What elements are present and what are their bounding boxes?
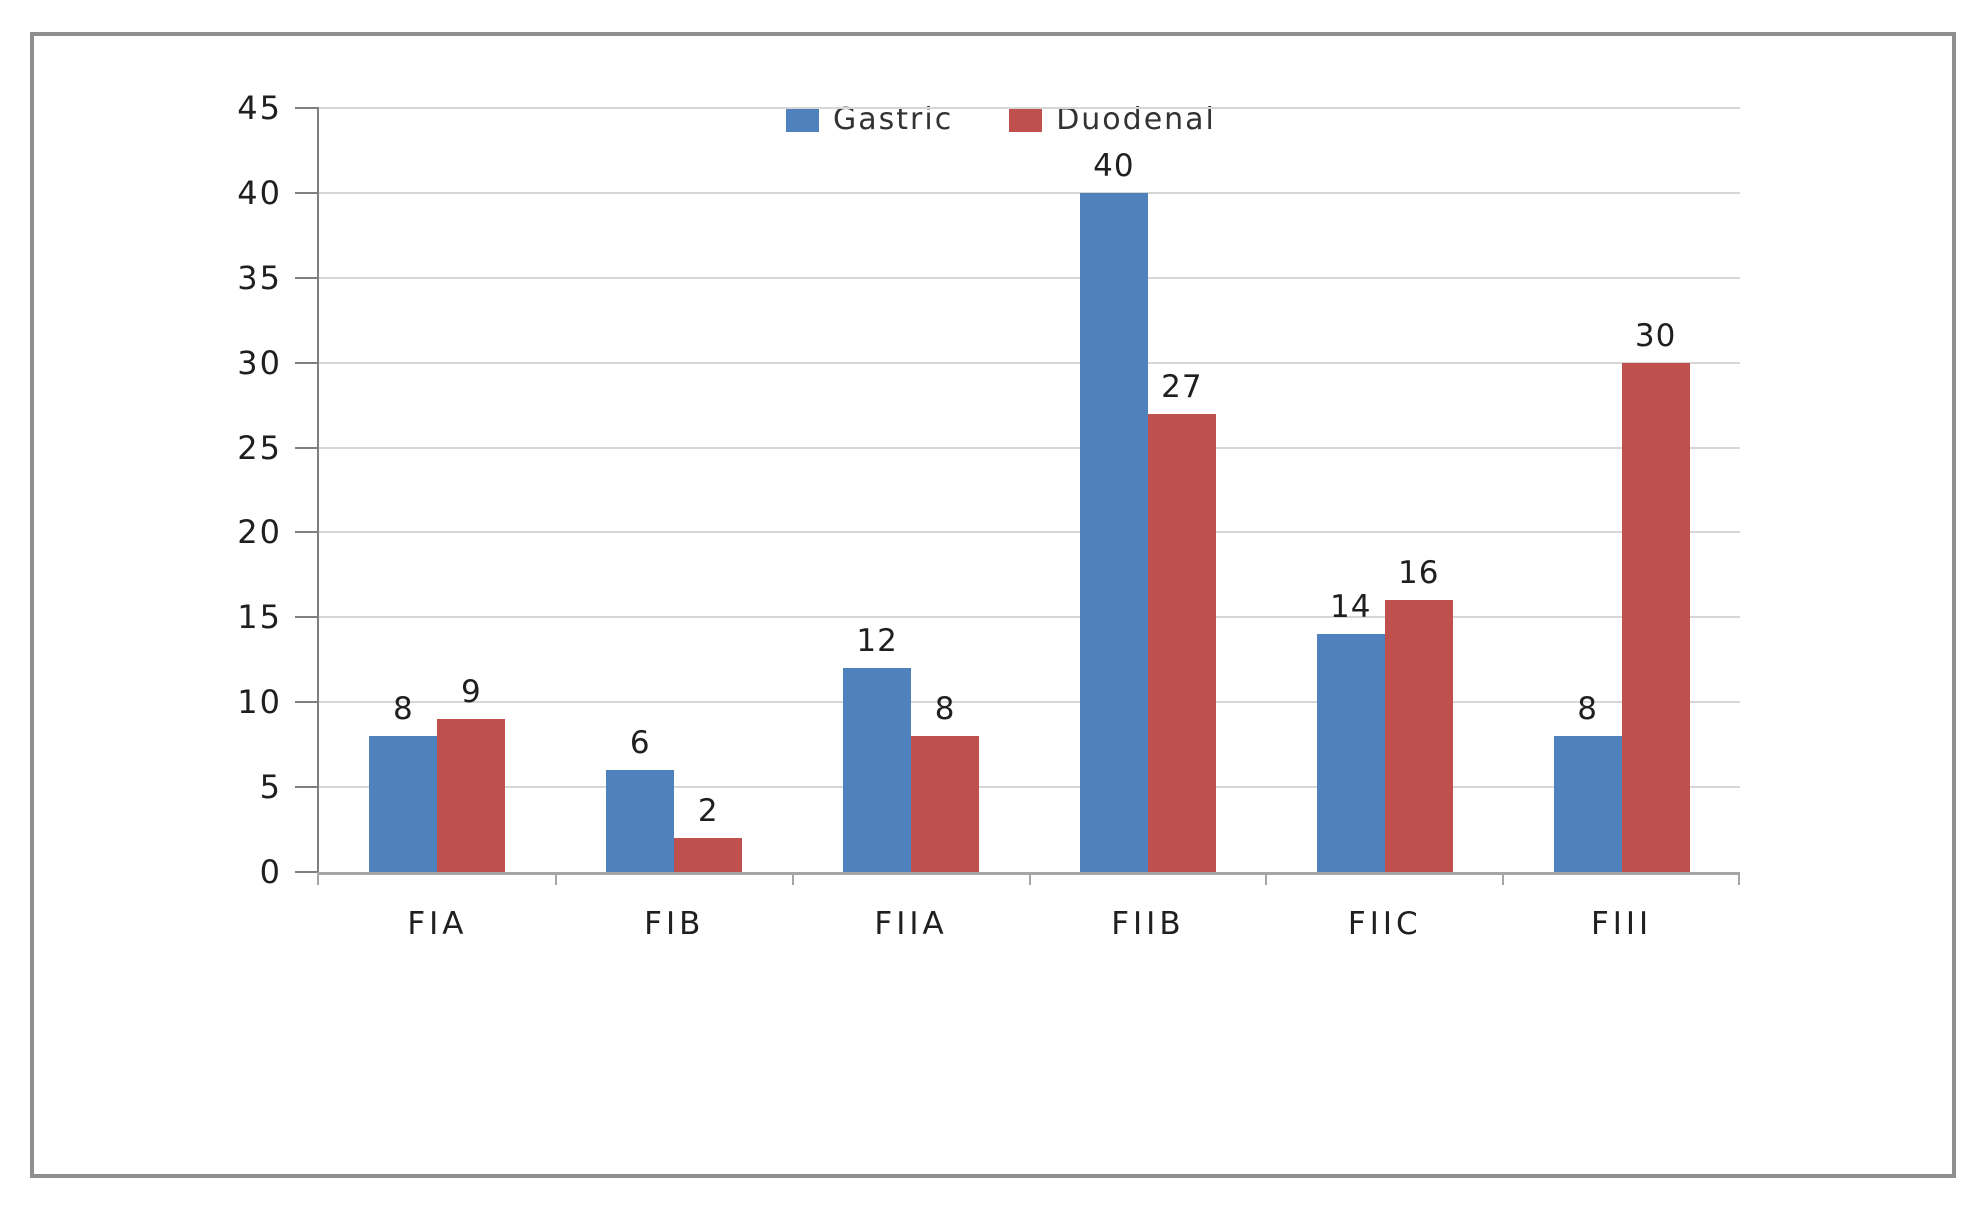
y-axis-tick-25 <box>295 446 319 449</box>
bar-duodenal-fiia <box>911 736 980 872</box>
bar-value-label-duodenal-fia: 9 <box>461 674 482 711</box>
x-axis-tick-5 <box>1502 872 1505 885</box>
x-category-label-fiib: FIIB <box>1111 906 1185 942</box>
x-axis-tick-2 <box>791 872 794 885</box>
bar-gastric-fiib <box>1079 192 1148 872</box>
bar-value-label-duodenal-fiia: 8 <box>934 691 956 728</box>
y-axis-tick-20 <box>295 531 319 534</box>
y-tick-label-15: 15 <box>237 598 282 637</box>
x-axis-tick-6 <box>1738 872 1740 885</box>
y-axis-tick-5 <box>295 786 319 789</box>
gridline-40 <box>319 191 1740 194</box>
y-tick-label-35: 35 <box>237 258 282 297</box>
gridline-25 <box>319 446 1740 449</box>
bar-duodenal-fia <box>437 719 506 872</box>
gridline-35 <box>319 276 1740 279</box>
y-axis-tick-10 <box>295 701 319 704</box>
y-axis-tick-45 <box>295 107 319 109</box>
y-tick-label-20: 20 <box>237 513 282 552</box>
bar-gastric-fiia <box>843 668 912 872</box>
x-category-label-fia: FIA <box>407 906 468 942</box>
y-tick-label-10: 10 <box>237 683 282 722</box>
bar-value-label-gastric-fia: 8 <box>393 691 414 728</box>
x-category-label-fiic: FIIC <box>1347 906 1422 942</box>
bar-gastric-fiii <box>1553 736 1622 872</box>
legend-duodenal-color-swatch-icon <box>1009 108 1043 132</box>
bar-duodenal-fiic <box>1384 600 1453 872</box>
x-category-label-fib: FIB <box>644 906 705 942</box>
y-axis-tick-35 <box>295 276 319 279</box>
gridline-15 <box>319 616 1740 619</box>
bar-duodenal-fiii <box>1621 362 1690 872</box>
bar-gastric-fiic <box>1316 634 1385 872</box>
bar-duodenal-fiib <box>1147 413 1216 872</box>
y-tick-label-0: 0 <box>259 853 282 891</box>
gridline-5 <box>319 786 1740 789</box>
bar-value-label-duodenal-fiib: 27 <box>1161 368 1203 405</box>
bar-gastric-fib <box>606 770 675 872</box>
y-axis-tick-15 <box>295 616 319 619</box>
y-tick-label-45: 45 <box>237 89 282 127</box>
y-tick-label-40: 40 <box>237 173 282 212</box>
gridline-20 <box>319 531 1740 534</box>
y-tick-label-5: 5 <box>259 768 282 807</box>
y-axis-tick-30 <box>295 361 319 364</box>
y-tick-label-30: 30 <box>237 343 282 382</box>
gridline-30 <box>319 361 1740 364</box>
bar-value-label-duodenal-fib: 2 <box>697 793 719 830</box>
x-axis-tick-0 <box>317 872 319 885</box>
bar-value-label-gastric-fiib: 40 <box>1093 147 1135 184</box>
bar-value-label-gastric-fiia: 12 <box>856 623 898 660</box>
x-category-label-fiia: FIIA <box>874 906 948 942</box>
y-tick-label-25: 25 <box>237 428 282 467</box>
bar-gastric-fia <box>369 736 438 872</box>
bar-value-label-duodenal-fiii: 30 <box>1634 317 1677 354</box>
x-category-label-fiii: FIII <box>1590 906 1653 942</box>
bar-value-label-gastric-fiic: 14 <box>1330 589 1372 626</box>
plot-area: 0 5 10 15 20 25 30 35 40 45 8 9 FIA 6 2 FIB 12 8 FIIA 40 27 F… <box>237 89 1740 942</box>
bar-duodenal-fib <box>674 838 743 872</box>
x-axis-tick-3 <box>1028 872 1031 885</box>
gridline-45 <box>319 107 1740 109</box>
bar-value-label-duodenal-fiic: 16 <box>1398 555 1440 592</box>
x-axis-tick-4 <box>1265 872 1268 885</box>
bar-value-label-gastric-fiii: 8 <box>1577 691 1598 728</box>
y-axis-tick-40 <box>295 191 319 194</box>
legend-gastric-color-swatch-icon <box>786 108 819 132</box>
y-axis-tick-0 <box>295 871 319 873</box>
gridline-10 <box>319 701 1740 704</box>
x-axis-tick-1 <box>554 872 557 885</box>
bar-value-label-gastric-fib: 6 <box>629 725 651 762</box>
